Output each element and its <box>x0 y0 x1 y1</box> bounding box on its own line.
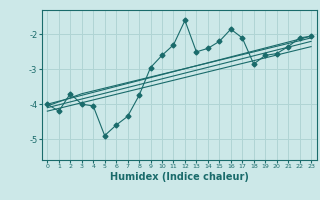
X-axis label: Humidex (Indice chaleur): Humidex (Indice chaleur) <box>110 172 249 182</box>
